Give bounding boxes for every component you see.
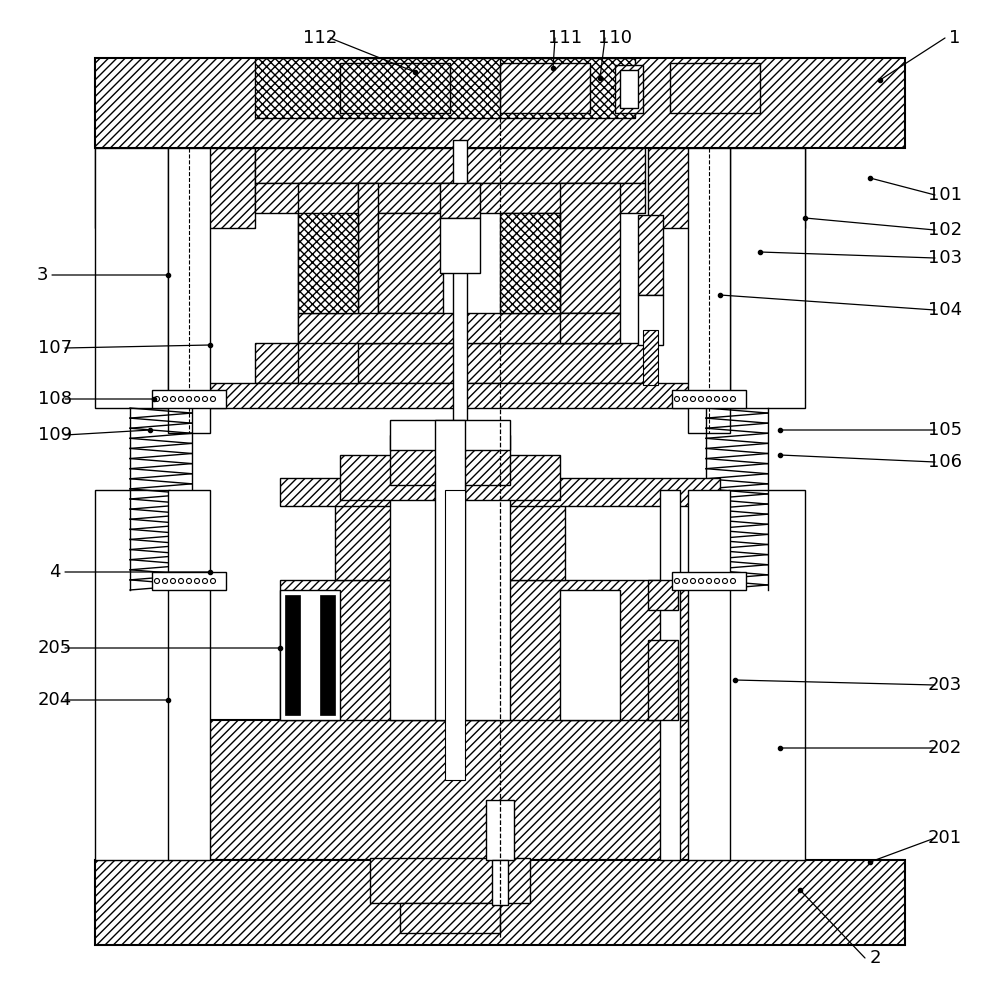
Bar xyxy=(280,580,720,720)
Bar xyxy=(648,580,678,610)
Bar xyxy=(255,183,645,213)
Text: 111: 111 xyxy=(548,29,582,47)
Bar xyxy=(298,183,358,383)
Bar xyxy=(560,590,620,720)
Bar xyxy=(445,490,465,780)
Bar xyxy=(620,70,638,108)
Bar xyxy=(168,490,210,860)
Bar xyxy=(492,860,508,905)
Bar xyxy=(285,595,300,715)
Bar xyxy=(730,148,805,408)
Bar xyxy=(358,183,378,343)
Bar xyxy=(560,313,620,343)
Text: 202: 202 xyxy=(928,739,962,757)
Bar xyxy=(95,490,170,860)
Text: 203: 203 xyxy=(928,676,962,694)
Bar xyxy=(435,420,465,720)
Bar xyxy=(280,478,720,506)
Bar xyxy=(95,58,905,148)
Text: 204: 204 xyxy=(38,691,72,709)
Bar xyxy=(378,213,443,313)
Text: 3: 3 xyxy=(36,266,48,284)
Text: 205: 205 xyxy=(38,639,72,657)
Bar xyxy=(440,218,480,273)
Text: 102: 102 xyxy=(928,221,962,239)
Bar xyxy=(340,63,450,113)
Bar xyxy=(210,720,790,860)
Bar xyxy=(638,215,663,295)
Bar xyxy=(390,420,510,450)
Text: 2: 2 xyxy=(869,949,881,967)
Text: 201: 201 xyxy=(928,829,962,847)
Bar xyxy=(390,490,455,720)
Text: 1: 1 xyxy=(949,29,961,47)
Bar xyxy=(390,435,510,485)
Bar xyxy=(453,140,467,435)
Text: 108: 108 xyxy=(38,390,72,408)
Bar xyxy=(280,590,340,720)
Bar xyxy=(320,595,335,715)
Bar xyxy=(298,213,358,313)
Text: 106: 106 xyxy=(928,453,962,471)
Bar xyxy=(298,313,618,343)
Text: 104: 104 xyxy=(928,301,962,319)
Bar xyxy=(615,65,643,113)
Bar xyxy=(95,860,905,945)
Bar xyxy=(168,148,210,433)
Bar xyxy=(152,383,706,408)
Text: 101: 101 xyxy=(928,186,962,204)
Bar xyxy=(445,490,510,720)
Bar xyxy=(670,63,760,113)
Text: 110: 110 xyxy=(598,29,632,47)
Bar xyxy=(152,390,226,408)
Bar xyxy=(560,183,620,313)
Text: 112: 112 xyxy=(303,29,337,47)
Bar xyxy=(370,858,530,903)
Bar xyxy=(672,572,746,590)
Bar xyxy=(638,295,663,345)
Bar xyxy=(455,490,565,580)
Bar xyxy=(255,148,645,183)
Bar xyxy=(400,903,500,933)
Bar xyxy=(648,148,805,228)
Text: 109: 109 xyxy=(38,426,72,444)
Bar xyxy=(672,390,746,408)
Bar xyxy=(335,490,445,580)
Bar xyxy=(95,148,255,228)
Text: 105: 105 xyxy=(928,421,962,439)
Bar xyxy=(643,330,658,385)
Text: 4: 4 xyxy=(49,563,61,581)
Bar xyxy=(440,183,480,218)
Bar xyxy=(486,800,514,860)
Bar xyxy=(340,455,435,500)
Text: 107: 107 xyxy=(38,339,72,357)
Text: 103: 103 xyxy=(928,249,962,267)
Bar xyxy=(688,148,730,433)
Bar xyxy=(255,343,645,383)
Bar xyxy=(500,63,590,113)
Bar xyxy=(255,58,635,118)
Bar xyxy=(648,640,678,720)
Bar xyxy=(728,490,805,860)
Bar xyxy=(688,490,730,860)
Bar xyxy=(500,213,560,313)
Bar xyxy=(95,148,168,408)
Bar xyxy=(660,490,680,860)
Bar xyxy=(465,455,560,500)
Bar xyxy=(152,572,226,590)
